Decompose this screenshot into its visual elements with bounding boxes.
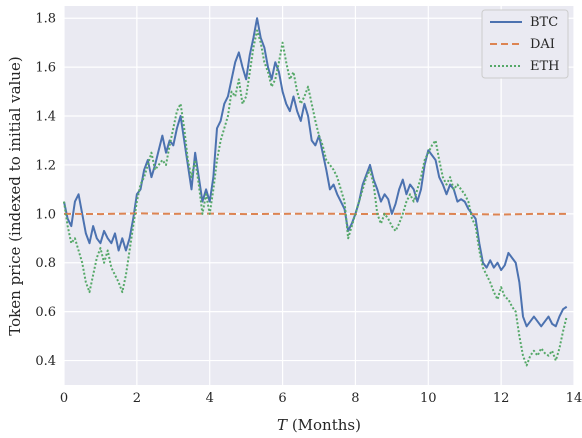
x-tick-label: 0	[60, 391, 68, 406]
x-axis-label-text: (Months)	[287, 416, 361, 434]
series-line-dai	[63, 212, 567, 216]
x-tick-label: 4	[206, 391, 214, 406]
x-tick-label: 6	[278, 391, 286, 406]
series-group	[63, 17, 568, 367]
y-tick-label: 1.0	[35, 207, 56, 222]
y-tick-label: 0.4	[35, 354, 56, 369]
y-tick-label: 1.2	[35, 158, 56, 173]
y-tick-label: 1.4	[35, 110, 56, 125]
legend-box	[481, 9, 569, 79]
x-tick-label: 2	[133, 391, 141, 406]
series-line-btc	[63, 17, 568, 328]
y-tick-label: 1.6	[35, 61, 56, 76]
y-tick-label: 1.8	[35, 12, 56, 27]
x-axis-label-variable: T	[277, 416, 288, 434]
legend: BTC DAI ETH	[481, 9, 569, 79]
x-tick-label: 12	[493, 391, 510, 406]
legend-label-eth: ETH	[530, 59, 560, 74]
y-tick-label: 0.6	[35, 305, 56, 320]
x-tick-labels: 0 2 4 6 8 10 12 14	[60, 391, 582, 406]
x-tick-label: 8	[351, 391, 359, 406]
y-axis-label: Token price (indexed to initial value)	[6, 56, 24, 335]
x-tick-label: 14	[566, 391, 582, 406]
y-tick-label: 0.8	[35, 256, 56, 271]
x-tick-label: 10	[420, 391, 437, 406]
x-axis-label: T (Months)	[277, 416, 361, 434]
series-line-eth	[63, 29, 568, 367]
legend-label-btc: BTC	[530, 15, 558, 30]
y-tick-labels: 0.4 0.6 0.8 1.0 1.2 1.4 1.6 1.8	[35, 12, 56, 369]
legend-label-dai: DAI	[530, 37, 555, 52]
